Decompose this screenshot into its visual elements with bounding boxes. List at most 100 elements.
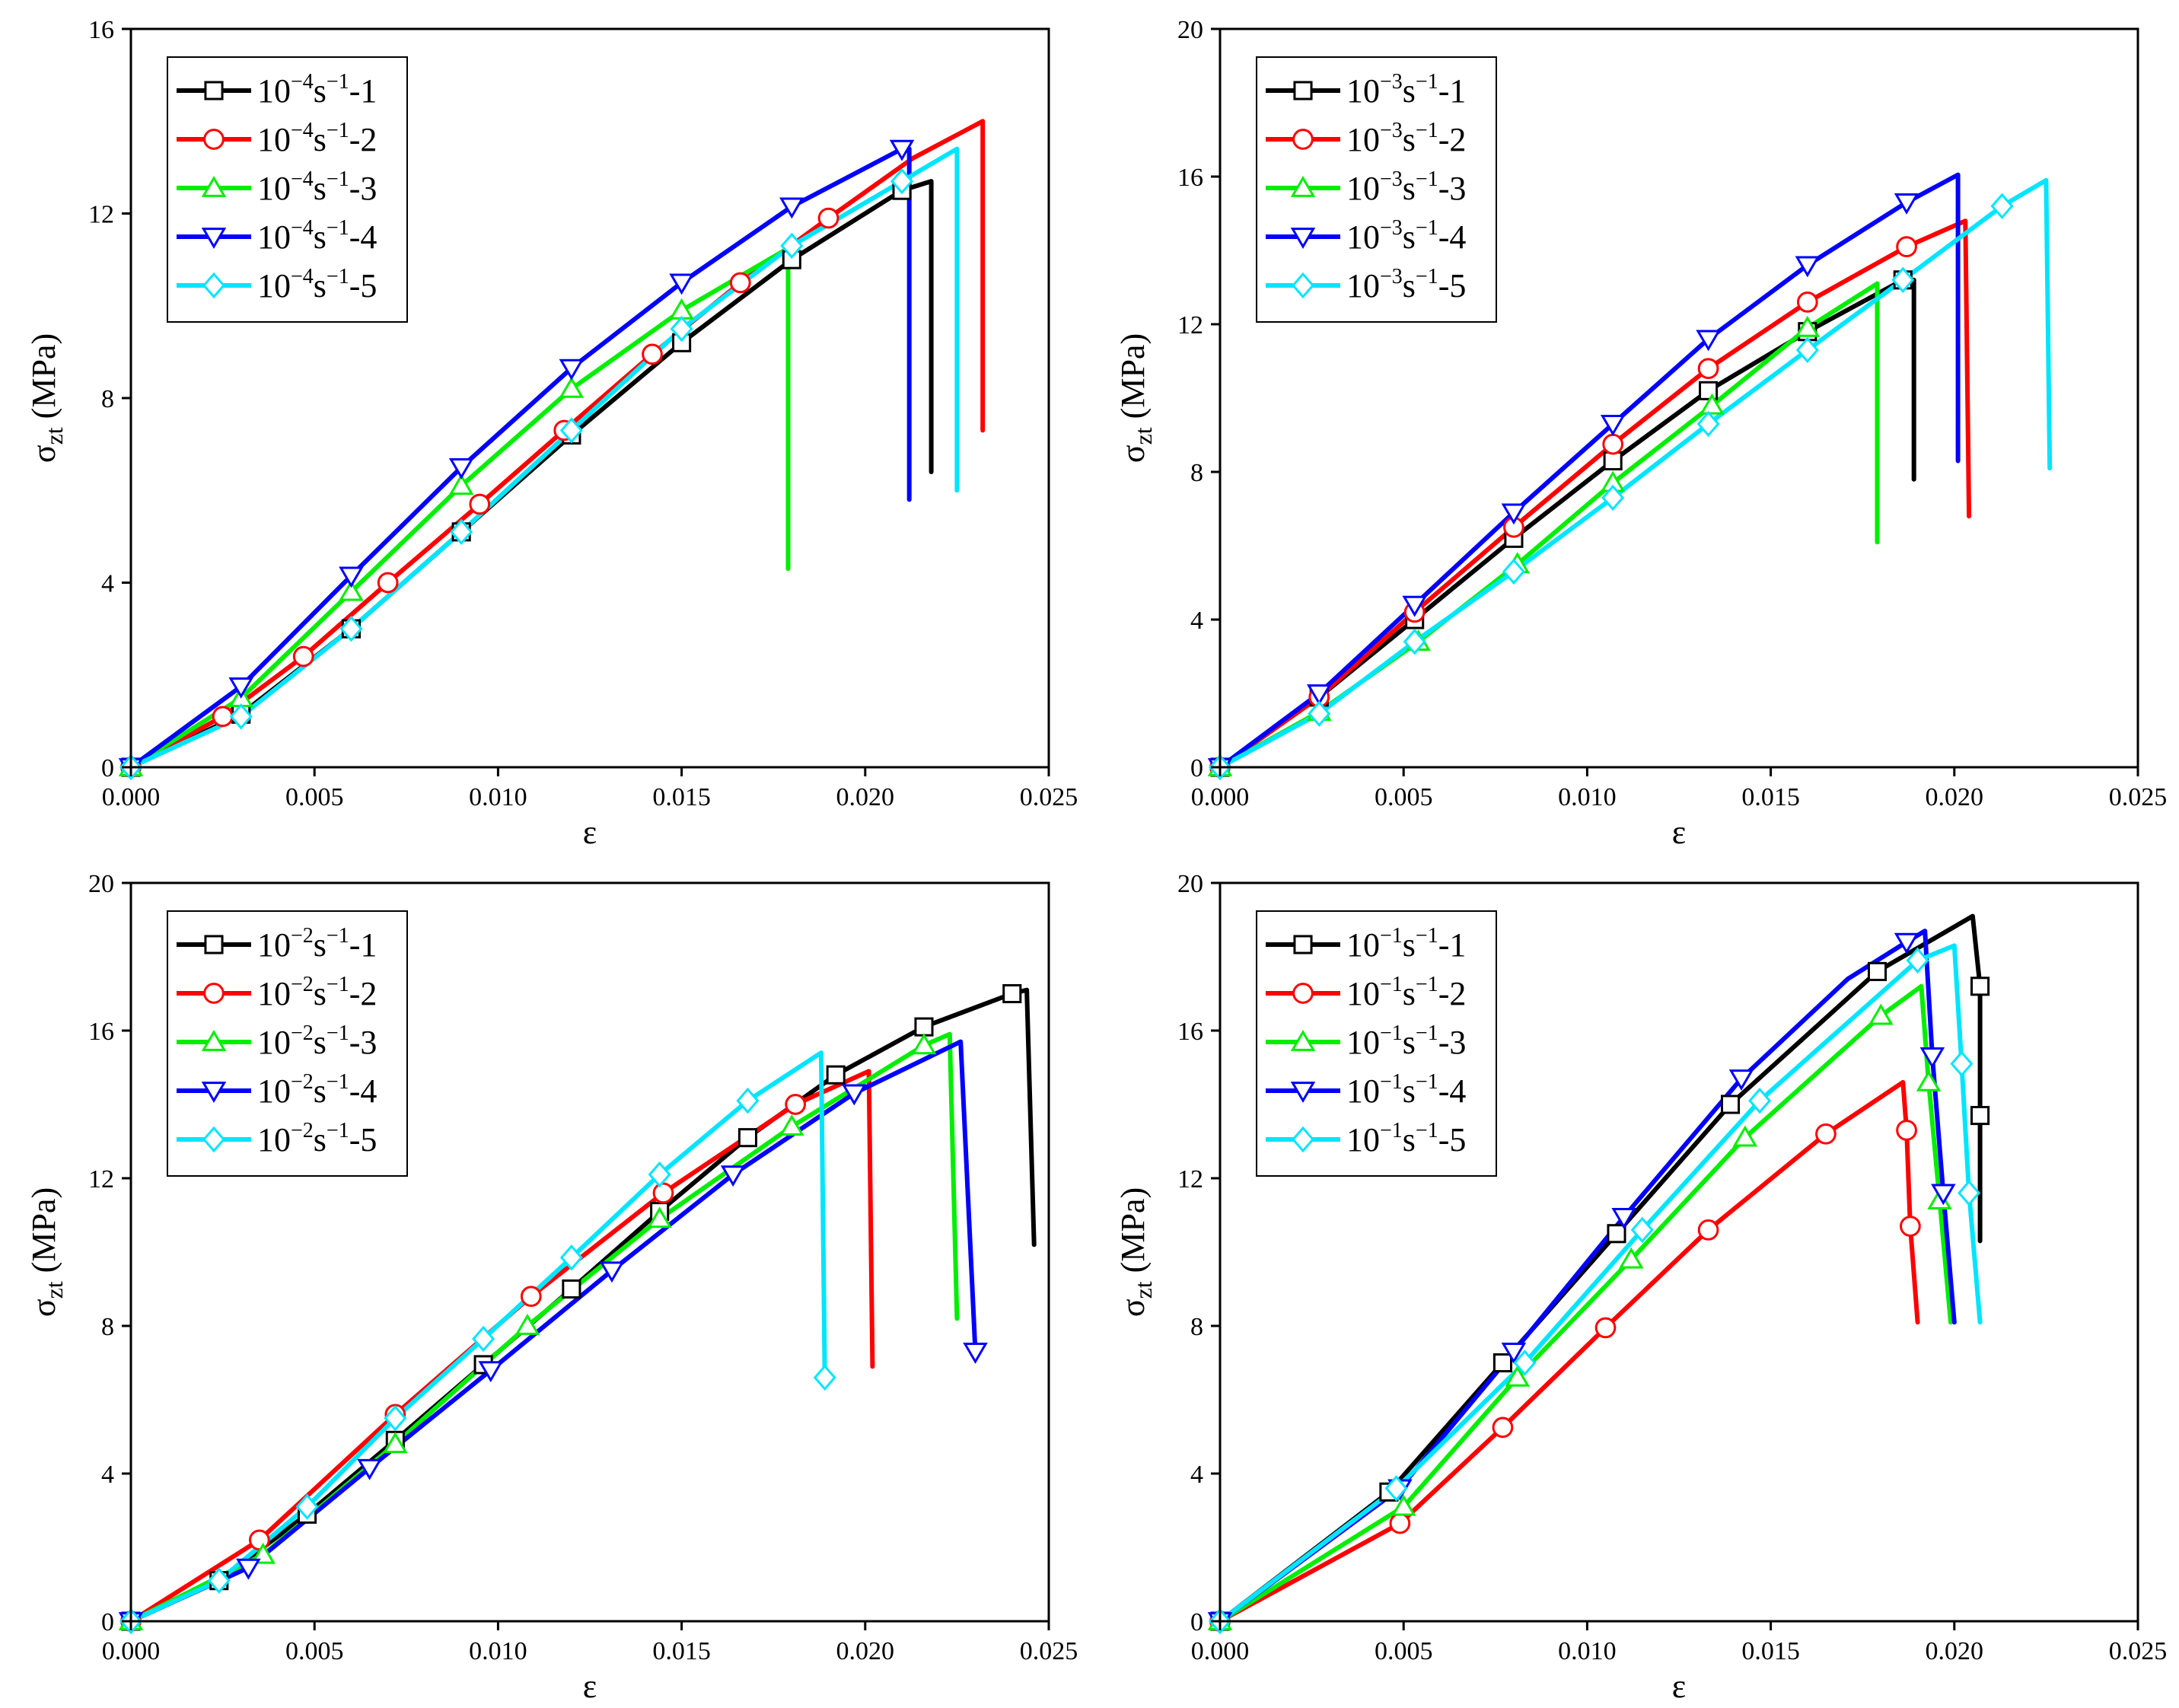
legend-unit-exponent: −1 <box>1416 70 1438 94</box>
legend-label-2: 10−1s−1-2 <box>1346 973 1466 1012</box>
y-tick-label: 0 <box>101 1608 114 1636</box>
data-point-s5-2 <box>207 1567 231 1594</box>
series-line-5 <box>129 146 960 770</box>
y-tick-label: 20 <box>1177 870 1203 898</box>
legend-label-1: 10−2s−1-1 <box>257 924 377 964</box>
data-point-s2-5 <box>469 493 491 515</box>
y-axis-label: σzt (MPa) <box>1114 333 1157 463</box>
data-point-s5-4 <box>384 1405 407 1432</box>
y-axis-label-subscript: zt <box>40 1281 68 1299</box>
data-point-s5-5 <box>1601 484 1625 511</box>
legend-exponent: −2 <box>291 1119 314 1142</box>
x-tick-label: 0.015 <box>652 783 711 811</box>
legend-base: 10 <box>1346 1072 1380 1110</box>
y-tick-label: 4 <box>101 570 114 598</box>
legend: 10−4s−1-110−4s−1-210−4s−1-310−4s−1-410−4… <box>167 56 408 323</box>
x-tick-label: 0.015 <box>652 1637 711 1665</box>
legend-label-2: 10−3s−1-2 <box>1346 119 1466 158</box>
data-point-s5-4 <box>1630 1216 1654 1244</box>
x-tick-label: 0.015 <box>1741 1637 1800 1665</box>
data-point-s5-7 <box>1795 336 1819 364</box>
y-tick-label: 4 <box>101 1461 114 1489</box>
data-point-s3-6 <box>669 298 694 320</box>
data-point-s3-7 <box>911 1033 937 1055</box>
x-tick-label: 0.025 <box>1020 783 1078 811</box>
data-point-s5-8 <box>736 1087 760 1114</box>
data-point-s2-9 <box>817 207 839 229</box>
data-point-s5-3 <box>1513 1350 1537 1376</box>
y-tick-label: 0 <box>1190 1608 1203 1636</box>
legend-marker-3 <box>1290 1030 1316 1051</box>
legend-exponent: −1 <box>1380 1119 1403 1142</box>
legend-exponent: −2 <box>291 973 314 996</box>
legend-unit-s: s <box>1403 218 1416 256</box>
legend-exponent: −2 <box>291 1021 314 1045</box>
legend-unit-s: s <box>314 267 327 304</box>
data-point-s1-5 <box>1720 1095 1741 1114</box>
data-point-s4-6 <box>1696 330 1721 352</box>
data-point-s4-6 <box>1894 932 1919 954</box>
legend-label-5: 10−4s−1-5 <box>257 265 377 304</box>
legend-unit-exponent: −1 <box>1416 265 1438 288</box>
y-axis-label-unit: (MPa) <box>25 1187 62 1281</box>
legend-label-3: 10−4s−1-3 <box>257 167 377 207</box>
y-axis-label-subscript: zt <box>1129 427 1157 445</box>
legend-marker-3 <box>201 176 227 197</box>
legend-exponent: −1 <box>1380 973 1403 996</box>
y-tick-label: 4 <box>1190 607 1203 635</box>
legend-unit-exponent: −1 <box>327 70 349 94</box>
series-line-2 <box>1218 1079 1920 1624</box>
legend-marker-2 <box>203 983 225 1004</box>
data-point-s2-4 <box>377 572 399 594</box>
legend-suffix: -3 <box>349 170 378 207</box>
legend-unit-exponent: −1 <box>327 119 349 142</box>
data-point-s2-2 <box>248 1529 270 1551</box>
y-tick-label: 0 <box>101 754 114 782</box>
legend-label-4: 10−1s−1-4 <box>1346 1070 1466 1110</box>
data-point-s4-8 <box>1931 1184 1956 1206</box>
legend-unit-s: s <box>1403 975 1416 1012</box>
data-point-s3-5 <box>1732 1125 1758 1147</box>
legend-marker-2 <box>1292 129 1314 150</box>
legend-suffix: -1 <box>1438 72 1467 110</box>
legend-exponent: −3 <box>1380 167 1403 191</box>
y-tick-label: 16 <box>88 16 114 44</box>
legend-unit-exponent: −1 <box>327 167 349 191</box>
legend-suffix: -4 <box>349 1072 378 1110</box>
x-tick-label: 0.020 <box>1926 783 1984 811</box>
x-tick-label: 0.015 <box>1741 783 1800 811</box>
legend-label-2: 10−2s−1-2 <box>257 973 377 1012</box>
x-axis-label: ε <box>1672 814 1686 851</box>
legend-suffix: -2 <box>349 121 378 158</box>
legend-exponent: −2 <box>291 1070 314 1094</box>
legend-marker-3 <box>1290 176 1316 197</box>
data-point-s5-6 <box>1906 947 1929 974</box>
legend-label-2: 10−4s−1-2 <box>257 119 377 158</box>
data-point-s2-3 <box>1492 1416 1514 1439</box>
y-tick-label: 12 <box>88 201 114 229</box>
series-line-5 <box>1218 943 1983 1624</box>
legend-exponent: −4 <box>291 119 314 142</box>
data-point-s5-3 <box>1403 628 1426 655</box>
y-axis-label-subscript: zt <box>40 427 68 445</box>
data-point-s3-3 <box>339 579 364 601</box>
data-point-s5-3 <box>339 615 363 642</box>
legend-marker-1 <box>204 935 224 954</box>
legend-unit-exponent: −1 <box>327 1021 349 1045</box>
chart-panel-strain-rate-1e-2: 0.000 0.005 0.010 0.015 0.020 0.025 0 4 8 12 16 20 ε… <box>25 870 1078 1705</box>
series-markers <box>1207 193 2014 781</box>
data-point-s4-5 <box>1600 415 1626 436</box>
data-point-s1-7 <box>1970 977 1990 996</box>
legend-unit-exponent: −1 <box>327 924 349 948</box>
data-point-s2-7 <box>642 343 663 365</box>
data-point-s2-8 <box>1900 1216 1921 1237</box>
data-point-s5-2 <box>229 703 253 730</box>
legend-base: 10 <box>257 121 291 158</box>
data-point-s2-2 <box>1389 1512 1411 1534</box>
data-point-s5-4 <box>1502 558 1525 585</box>
x-axis-label: ε <box>583 814 597 851</box>
legend: 10−2s−1-110−2s−1-210−2s−1-310−2s−1-410−2… <box>167 910 408 1177</box>
plot-frame <box>129 881 1050 1623</box>
y-tick-label: 4 <box>1190 1461 1203 1489</box>
legend-marker-4 <box>1290 1082 1316 1103</box>
